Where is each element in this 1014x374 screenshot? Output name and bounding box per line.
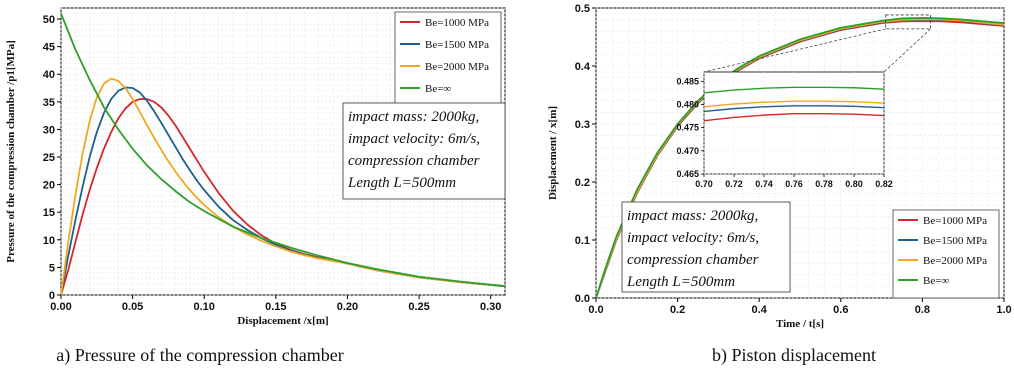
y-tick-label: 40 <box>43 69 55 81</box>
y-tick-label: 15 <box>43 207 55 219</box>
displacement-caption: b) Piston displacement <box>712 345 876 366</box>
inset-x-tick-label: 0.72 <box>725 179 743 189</box>
inset-y-tick-label: 0.480 <box>676 99 699 109</box>
inset-y-tick-label: 0.465 <box>676 169 699 179</box>
inset-x-tick-label: 0.80 <box>845 179 863 189</box>
series-line-be <box>595 16 1005 299</box>
legend-label-be-1500-mpa: Be=1500 MPa <box>923 235 987 247</box>
x-tick-label: 0.2 <box>670 304 685 316</box>
inset-series-line-be-1500-mpa <box>703 105 885 113</box>
annotation-line: impact mass: 2000kg, <box>627 208 758 224</box>
x-tick-label: 0.10 <box>194 301 215 313</box>
x-tick-label: 0.0 <box>588 304 603 316</box>
annotation-line: Length L=500mm <box>626 274 735 290</box>
inset-series-line-be <box>703 86 885 94</box>
annotation-frame <box>342 102 506 200</box>
inset-x-tick-label: 0.82 <box>875 179 893 189</box>
displacement-legend: Be=1000 MPa Be=1500 MPa Be=2000 MPa Be=∞ <box>892 209 1000 299</box>
displacement-lines <box>595 16 1005 299</box>
y-tick-label: 35 <box>43 97 55 109</box>
pressure-legend: Be=1000 MPa Be=1500 MPa Be=2000 MPa Be=∞ <box>394 11 502 109</box>
y-tick-label: 30 <box>43 124 55 136</box>
annotation-line: Length L=500mm <box>347 175 456 191</box>
inset-y-tick-label: 0.475 <box>676 123 699 133</box>
annotation-line: compression chamber <box>348 153 480 169</box>
y-tick-label: 0.0 <box>575 293 590 305</box>
series-line-be <box>60 13 506 288</box>
x-tick-label: 0.15 <box>265 301 286 313</box>
x-tick-label: 0.00 <box>50 301 71 313</box>
displacement-y-axis-label: Displacement / x[m] <box>547 106 559 200</box>
y-tick-label: 0.5 <box>575 3 590 15</box>
annotation-line: impact velocity: 6m/s, <box>627 230 759 246</box>
inset-x-tick-label: 0.76 <box>785 179 803 189</box>
y-tick-label: 25 <box>43 152 55 164</box>
inset-y-tick-label: 0.470 <box>676 146 699 156</box>
legend-label-be-1000-mpa: Be=1000 MPa <box>923 215 987 227</box>
displacement-chart: 0.0 0.2 0.4 0.6 0.8 1.0 0.0 0.1 0.2 0.3 0.4 0.5 Tim… <box>547 3 1012 366</box>
y-tick-label: 0.2 <box>575 177 590 189</box>
inset-x-tick-label: 0.74 <box>755 179 773 189</box>
y-tick-label: 10 <box>43 235 55 247</box>
legend-label-be: Be=∞ <box>425 83 451 95</box>
pressure-x-axis-label: Displacement /x[m] <box>237 315 328 327</box>
zoom-box <box>885 14 931 30</box>
inset-x-tick-label: 0.70 <box>695 179 713 189</box>
x-tick-label: 0.6 <box>833 304 848 316</box>
y-tick-label: 5 <box>49 262 55 274</box>
x-tick-label: 0.20 <box>337 301 358 313</box>
legend-label-be-1000-mpa: Be=1000 MPa <box>425 17 489 29</box>
y-tick-label: 20 <box>43 180 55 192</box>
x-tick-label: 0.25 <box>408 301 429 313</box>
x-tick-label: 0.30 <box>480 301 501 313</box>
legend-label-be: Be=∞ <box>923 275 949 287</box>
annotation-line: impact mass: 2000kg, <box>348 109 479 125</box>
x-tick-label: 1.0 <box>996 304 1011 316</box>
y-tick-label: 0.4 <box>575 61 591 73</box>
zoom-inset: 0.70 0.72 0.74 0.76 0.78 0.80 0.82 0.465 0.470 0.… <box>676 71 893 189</box>
zoom-indicator <box>703 14 931 73</box>
x-tick-label: 0.05 <box>122 301 143 313</box>
inset-y-tick-label: 0.485 <box>676 76 699 86</box>
y-tick-label: 50 <box>43 14 55 26</box>
pressure-ticks: 0.00 0.05 0.10 0.15 0.20 0.25 0.30 0 5 10 15 20 25 30… <box>43 14 502 313</box>
zoom-connector <box>703 28 886 73</box>
legend-label-be-2000-mpa: Be=2000 MPa <box>425 61 489 73</box>
legend-box <box>394 11 502 109</box>
annotation-line: compression chamber <box>627 252 759 268</box>
series-line-be-2000-mpa <box>60 77 506 296</box>
pressure-lines <box>60 13 506 296</box>
series-line-be-2000-mpa <box>595 18 1005 299</box>
pressure-chart: 0.00 0.05 0.10 0.15 0.20 0.25 0.30 0 5 10 15 20 25 30… <box>5 7 506 366</box>
inset-series-line-be-2000-mpa <box>703 100 885 108</box>
legend-box <box>892 209 1000 299</box>
pressure-annotation-box: impact mass: 2000kg, impact velocity: 6m/… <box>342 102 506 200</box>
inset-series-line-be-1000-mpa <box>703 113 885 122</box>
pressure-y-axis-label: Pressure of the compression chamber /p1[… <box>5 40 17 263</box>
displacement-annotation-box: impact mass: 2000kg, impact velocity: 6m/… <box>621 201 791 293</box>
x-tick-label: 0.4 <box>752 304 768 316</box>
legend-label-be-2000-mpa: Be=2000 MPa <box>923 255 987 267</box>
annotation-line: impact velocity: 6m/s, <box>348 131 480 147</box>
displacement-ticks: 0.0 0.2 0.4 0.6 0.8 1.0 0.0 0.1 0.2 0.3 0.4 0.5 <box>575 3 1012 316</box>
y-tick-label: 45 <box>43 42 55 54</box>
inset-x-tick-label: 0.78 <box>815 179 833 189</box>
annotation-frame <box>621 201 791 293</box>
displacement-x-axis-label: Time / t[s] <box>776 318 824 330</box>
zoom-connector <box>883 28 931 73</box>
y-tick-label: 0 <box>49 290 55 302</box>
y-tick-label: 0.1 <box>575 235 590 247</box>
legend-label-be-1500-mpa: Be=1500 MPa <box>425 39 489 51</box>
pressure-caption: a) Pressure of the compression chamber <box>56 345 343 366</box>
x-tick-label: 0.8 <box>915 304 930 316</box>
y-tick-label: 0.3 <box>575 119 590 131</box>
